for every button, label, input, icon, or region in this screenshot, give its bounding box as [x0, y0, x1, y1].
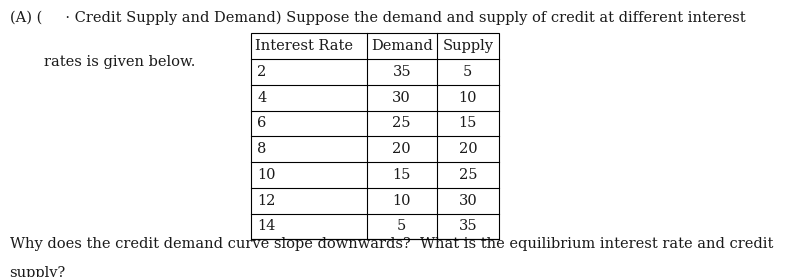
Text: 12: 12: [257, 194, 276, 208]
Text: 20: 20: [458, 142, 477, 156]
Text: 14: 14: [257, 219, 276, 234]
Text: 5: 5: [397, 219, 406, 234]
Text: (A) (     · Credit Supply and Demand) Suppose the demand and supply of credit at: (A) ( · Credit Supply and Demand) Suppos…: [10, 11, 745, 25]
Text: 35: 35: [392, 65, 411, 79]
Text: 4: 4: [257, 91, 267, 105]
Text: 10: 10: [392, 194, 411, 208]
Text: 6: 6: [257, 116, 267, 130]
Text: 10: 10: [257, 168, 276, 182]
Text: Why does the credit demand curve slope downwards?  What is the equilibrium inter: Why does the credit demand curve slope d…: [10, 237, 773, 251]
Text: 10: 10: [458, 91, 477, 105]
Text: 2: 2: [257, 65, 267, 79]
Text: 5: 5: [463, 65, 473, 79]
Text: supply?: supply?: [10, 266, 66, 277]
Text: Supply: Supply: [442, 39, 493, 53]
Text: 15: 15: [458, 116, 477, 130]
Text: 25: 25: [458, 168, 477, 182]
Bar: [251, 33, 499, 239]
Text: 20: 20: [392, 142, 411, 156]
Text: 15: 15: [392, 168, 411, 182]
Text: 30: 30: [392, 91, 411, 105]
Text: 30: 30: [458, 194, 477, 208]
Text: 35: 35: [458, 219, 477, 234]
Text: 25: 25: [392, 116, 411, 130]
Text: 8: 8: [257, 142, 267, 156]
Text: rates is given below.: rates is given below.: [44, 55, 195, 70]
Text: Interest Rate: Interest Rate: [255, 39, 353, 53]
Text: Demand: Demand: [371, 39, 433, 53]
